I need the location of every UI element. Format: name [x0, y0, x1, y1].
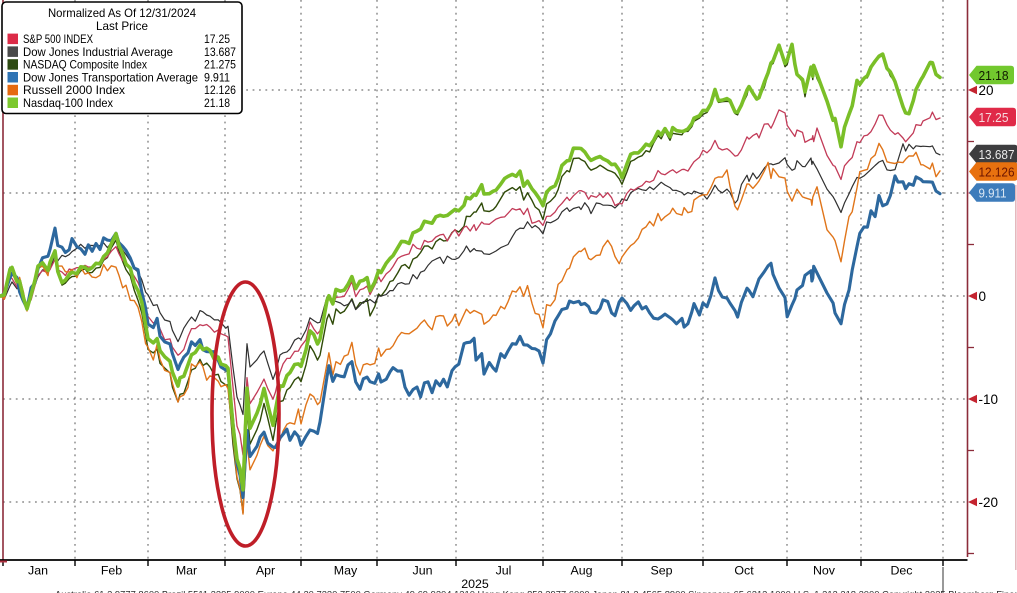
- svg-text:9.911: 9.911: [204, 71, 230, 84]
- svg-text:Dow Jones Industrial Average: Dow Jones Industrial Average: [23, 46, 173, 59]
- svg-text:Russell 2000 Index: Russell 2000 Index: [23, 84, 125, 97]
- svg-text:May: May: [334, 564, 358, 578]
- svg-text:Australia 61 2 9777 8600 Brazi: Australia 61 2 9777 8600 Brazil 5511 239…: [55, 589, 1017, 593]
- svg-text:-10: -10: [979, 392, 999, 407]
- svg-text:Dec: Dec: [890, 564, 912, 578]
- svg-text:21.18: 21.18: [204, 97, 230, 110]
- svg-text:12.126: 12.126: [979, 165, 1015, 179]
- svg-text:Normalized As Of 12/31/2024: Normalized As Of 12/31/2024: [48, 7, 197, 20]
- svg-text:-20: -20: [979, 495, 999, 510]
- svg-text:13.687: 13.687: [204, 46, 236, 59]
- svg-text:Jan: Jan: [28, 564, 48, 578]
- svg-text:9.911: 9.911: [979, 186, 1007, 200]
- svg-text:2025: 2025: [461, 577, 489, 591]
- svg-text:Jul: Jul: [496, 564, 512, 578]
- svg-text:12.126: 12.126: [204, 84, 236, 97]
- svg-text:NASDAQ Composite Index: NASDAQ Composite Index: [23, 59, 147, 72]
- svg-text:Last Price: Last Price: [96, 20, 148, 33]
- svg-text:Dow Jones Transportation Avera: Dow Jones Transportation Average: [23, 71, 198, 84]
- svg-text:Aug: Aug: [570, 564, 592, 578]
- svg-text:Nasdaq-100 Index: Nasdaq-100 Index: [23, 97, 113, 110]
- svg-text:20: 20: [979, 83, 994, 98]
- svg-text:21.275: 21.275: [204, 59, 236, 72]
- svg-text:Jun: Jun: [413, 564, 433, 578]
- svg-text:Sep: Sep: [650, 564, 672, 578]
- svg-text:Oct: Oct: [734, 564, 754, 578]
- svg-text:S&P 500 INDEX: S&P 500 INDEX: [23, 33, 93, 46]
- svg-text:Mar: Mar: [176, 564, 197, 578]
- svg-text:13.687: 13.687: [979, 148, 1015, 162]
- svg-text:Nov: Nov: [813, 564, 836, 578]
- svg-text:Apr: Apr: [256, 564, 275, 578]
- svg-text:0: 0: [979, 289, 987, 304]
- svg-text:17.25: 17.25: [979, 111, 1009, 125]
- svg-text:Feb: Feb: [101, 564, 122, 578]
- svg-text:21.18: 21.18: [979, 69, 1009, 83]
- svg-text:17.25: 17.25: [204, 33, 230, 46]
